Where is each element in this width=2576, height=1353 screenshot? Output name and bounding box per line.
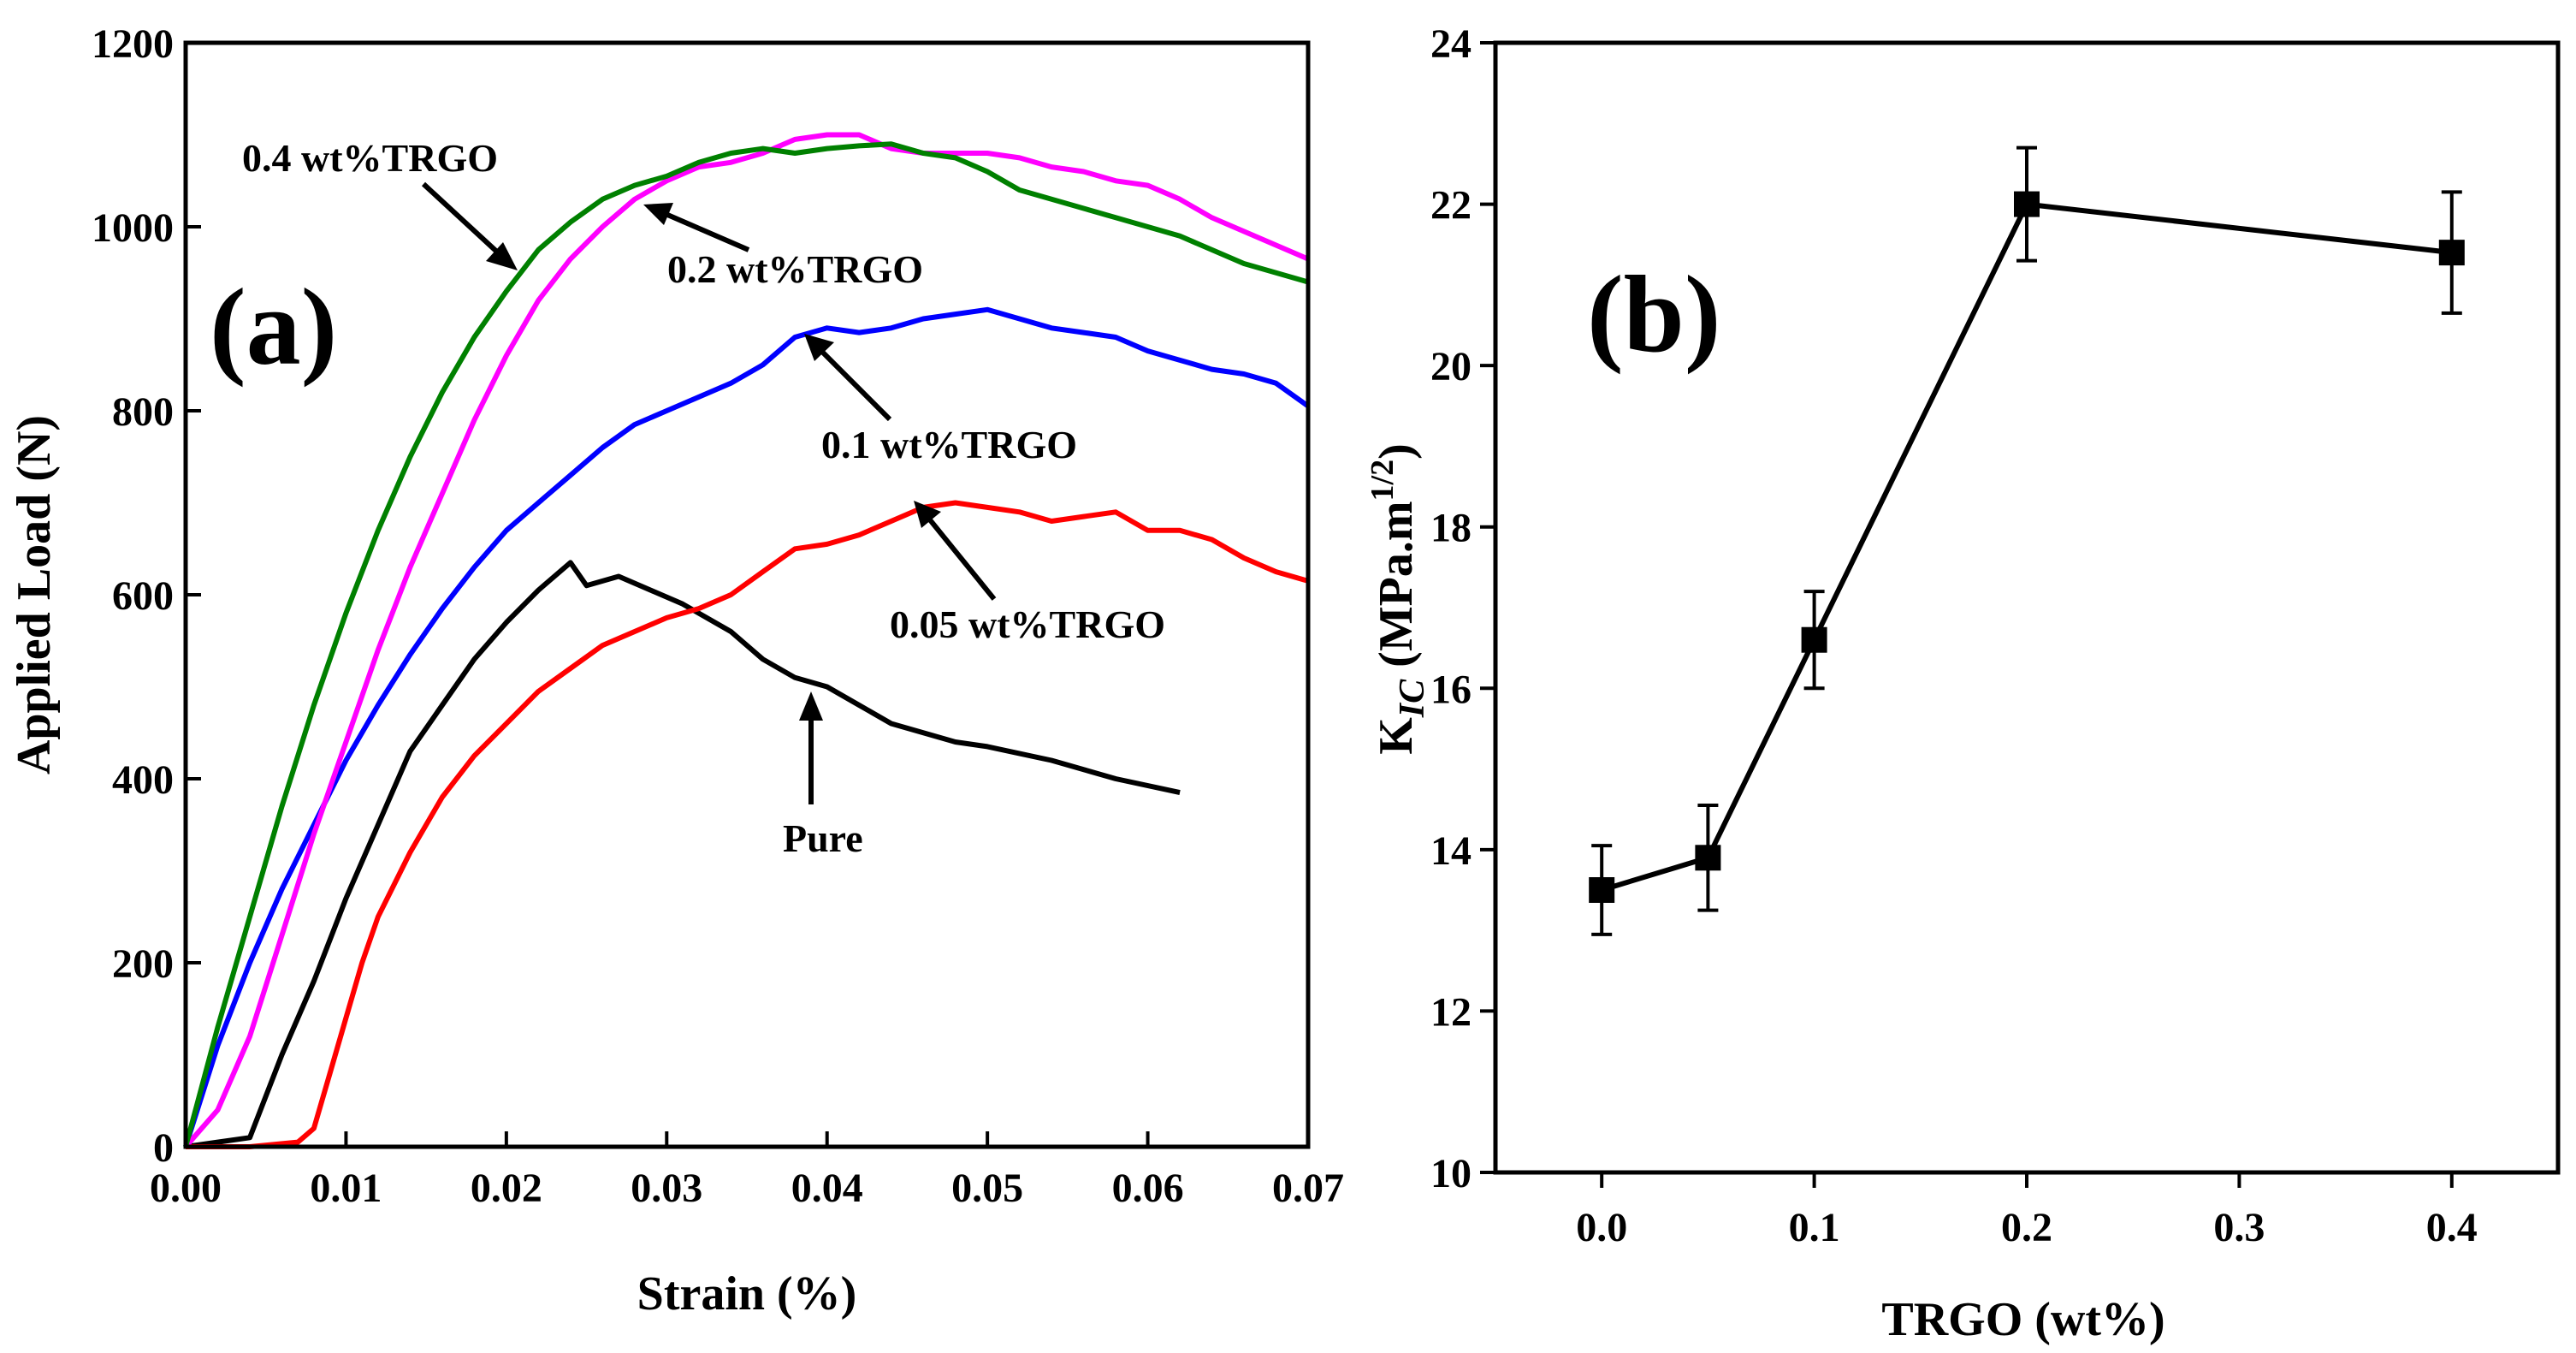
chart-b-xtick-label: 0.2 (2001, 1205, 2052, 1250)
chart-b-ylabel-close: ) (1370, 443, 1423, 460)
chart-b-ytick-label: 20 (1430, 344, 1472, 389)
chart-b-xlabel: TRGO (wt%) (1881, 1293, 2164, 1346)
chart-a-panel-label: (a) (210, 266, 337, 388)
series-line-pure (185, 560, 1181, 1149)
annotation-arrowhead-0.05 (914, 501, 941, 528)
chart-b-xtick-label: 0.4 (2426, 1205, 2478, 1250)
chart-b-ylabel-rest: (MPa.m (1370, 501, 1423, 679)
chart-b-marks (1589, 145, 2465, 936)
data-point (1801, 626, 1827, 653)
chart-a-ytick-label: 200 (112, 941, 174, 987)
annotation-0.4: 0.4 wt%TRGO (242, 136, 518, 270)
chart-b-panel-label: (b) (1587, 253, 1720, 375)
chart-a-ytick-label: 800 (112, 389, 174, 435)
chart-b-frame (1493, 40, 2561, 1175)
annotation-0.05: 0.05 wt%TRGO (890, 501, 1165, 646)
chart-a-ytick-label: 600 (112, 573, 174, 619)
annotation-arrow-0.05 (926, 516, 997, 601)
series-line-0.2-wt-trgo (183, 132, 1310, 1148)
annotation-pure: Pure (783, 691, 863, 860)
annotation-0.2: 0.2 wt%TRGO (643, 203, 923, 291)
chart-b-ytick-label: 10 (1430, 1151, 1472, 1196)
annotation-arrow-0.4 (421, 181, 503, 258)
chart-b-ylabel-sub: IC (1393, 679, 1432, 718)
annotation-label-0.2: 0.2 wt%TRGO (667, 247, 923, 291)
series-line-0.4-wt-trgo (183, 141, 1309, 1148)
chart-b-xtick-label: 0.0 (1576, 1205, 1627, 1250)
chart-b-xtick-label: 0.1 (1789, 1205, 1840, 1250)
annotation-arrowhead-pure (799, 691, 823, 721)
annotation-arrowhead-0.4 (486, 242, 518, 270)
chart-b-ytick-label: 22 (1430, 183, 1472, 228)
chart-a-xtick-label: 0.06 (1112, 1166, 1184, 1211)
annotation-label-0.4: 0.4 wt%TRGO (242, 136, 498, 180)
chart-a-xtick-label: 0.04 (791, 1166, 863, 1211)
data-point (1589, 877, 1615, 903)
chart-b-ticks: 0.0 0.1 0.2 0.3 0.4 10 12 14 16 18 20 22 24 (1430, 21, 2478, 1250)
chart-a-frame (183, 40, 1311, 1149)
chart-b-ytick-label: 24 (1430, 21, 1472, 67)
annotation-arrowhead-0.1 (804, 334, 834, 361)
chart-b-xtick-label: 0.3 (2213, 1205, 2265, 1250)
chart-b-ytick-label: 16 (1430, 667, 1472, 712)
chart-a-ytick-label: 1000 (92, 205, 174, 251)
annotation-0.1: 0.1 wt%TRGO (804, 334, 1077, 466)
chart-b-ytick-label: 12 (1430, 989, 1472, 1035)
chart-a-ytick-label: 0 (153, 1125, 174, 1171)
chart-a-xtick-label: 0.03 (631, 1166, 702, 1211)
annotation-label-pure: Pure (783, 816, 863, 860)
chart-a-xtick-label: 0.05 (951, 1166, 1023, 1211)
series-line-0.1-wt-trgo (183, 306, 1310, 1148)
data-point (1695, 845, 1721, 871)
chart-a-xtick-label: 0.07 (1272, 1166, 1344, 1211)
chart-a-ylabel: Applied Load (N) (8, 415, 61, 774)
chart-a-xtick-label: 0.00 (150, 1166, 222, 1211)
chart-a-xtick-label: 0.02 (471, 1166, 542, 1211)
data-point (2014, 191, 2040, 217)
series-line-kic (1601, 201, 2453, 893)
chart-b-ytick-label: 14 (1430, 828, 1472, 874)
annotation-arrow-0.2 (664, 211, 750, 252)
chart-a-xtick-label: 0.01 (310, 1166, 382, 1211)
annotation-label-0.1: 0.1 wt%TRGO (821, 423, 1077, 466)
chart-a: 0.00 0.01 0.02 0.03 0.04 0.05 0.06 0.07 0 200 400 6… (8, 21, 1344, 1320)
chart-b-ylabel-main: K (1370, 717, 1423, 755)
chart-b-ylabel: KIC (MPa.m1/2) (1365, 443, 1432, 755)
chart-a-xlabel: Strain (%) (637, 1267, 857, 1320)
annotation-label-0.05: 0.05 wt%TRGO (890, 602, 1165, 646)
chart-b-ytick-label: 18 (1430, 506, 1472, 551)
chart-b: 0.0 0.1 0.2 0.3 0.4 10 12 14 16 18 20 22 24 (b) TRGO… (1365, 21, 2561, 1346)
chart-a-ticks: 0.00 0.01 0.02 0.03 0.04 0.05 0.06 0.07 0 200 400 6… (92, 21, 1344, 1211)
chart-b-ylabel-sup: 1/2 (1365, 460, 1401, 501)
annotation-arrowhead-0.2 (643, 203, 673, 225)
chart-a-ytick-label: 400 (112, 757, 174, 803)
chart-a-ytick-label: 1200 (92, 21, 174, 67)
series-line-0.05-wt-trgo (186, 500, 1309, 1149)
chart-a-lines (183, 132, 1310, 1149)
annotation-arrow-0.1 (817, 347, 892, 422)
data-point (2438, 240, 2465, 266)
